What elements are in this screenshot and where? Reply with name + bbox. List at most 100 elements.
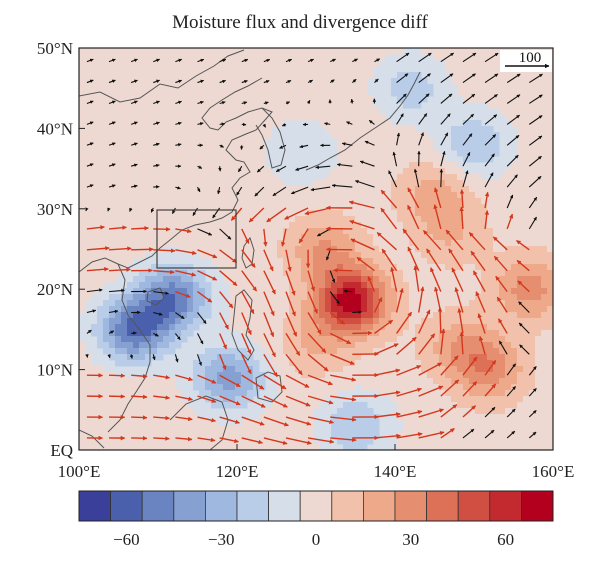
- field-cell: [205, 96, 212, 103]
- field-cell: [139, 342, 146, 349]
- field-cell: [397, 246, 404, 253]
- field-cell: [295, 234, 302, 241]
- field-cell: [163, 84, 170, 91]
- field-cell: [301, 348, 308, 355]
- field-cell: [181, 78, 188, 85]
- field-cell: [307, 372, 314, 379]
- field-cell: [301, 276, 308, 283]
- field-cell: [271, 324, 278, 331]
- field-cell: [157, 330, 164, 337]
- field-cell: [133, 198, 140, 205]
- field-cell: [205, 216, 212, 223]
- flux-vector: [341, 142, 353, 146]
- flux-vector: [236, 186, 243, 196]
- field-cell: [253, 72, 260, 79]
- field-cell: [115, 402, 122, 409]
- field-cell: [91, 264, 98, 271]
- field-cell: [541, 186, 548, 193]
- field-cell: [109, 108, 116, 115]
- field-cell: [175, 234, 182, 241]
- field-cell: [331, 306, 338, 313]
- field-cell: [247, 372, 254, 379]
- field-cell: [241, 150, 248, 157]
- field-cell: [343, 420, 350, 427]
- field-cell: [133, 306, 140, 313]
- field-cell: [103, 330, 110, 337]
- field-cell: [505, 228, 512, 235]
- field-cell: [337, 438, 344, 445]
- field-cell: [361, 72, 368, 79]
- field-cell: [547, 168, 553, 175]
- field-cell: [277, 318, 284, 325]
- field-cell: [355, 402, 362, 409]
- field-cell: [337, 288, 344, 295]
- flux-vector: [131, 331, 137, 335]
- field-cell: [85, 408, 92, 415]
- field-cell: [367, 312, 374, 319]
- field-cell: [517, 264, 524, 271]
- field-cell: [535, 102, 542, 109]
- field-cell: [535, 84, 542, 91]
- field-cell: [379, 156, 386, 163]
- field-cell: [187, 84, 194, 91]
- field-cell: [313, 294, 320, 301]
- field-cell: [151, 330, 158, 337]
- field-cell: [307, 186, 314, 193]
- flux-vector: [459, 206, 464, 229]
- field-cell: [475, 366, 482, 373]
- field-cell: [163, 186, 170, 193]
- field-cell: [499, 96, 506, 103]
- field-cell: [337, 66, 344, 73]
- field-cell: [379, 192, 386, 199]
- field-cell: [379, 360, 386, 367]
- field-cell: [307, 66, 314, 73]
- field-cell: [457, 414, 464, 421]
- field-cell: [421, 282, 428, 289]
- field-cell: [451, 342, 458, 349]
- field-cell: [451, 66, 458, 73]
- field-cell: [193, 240, 200, 247]
- field-cell: [193, 282, 200, 289]
- field-cell: [241, 192, 248, 199]
- field-cell: [451, 324, 458, 331]
- field-cell: [289, 192, 296, 199]
- field-cell: [349, 264, 356, 271]
- field-cell: [361, 120, 368, 127]
- field-cell: [121, 108, 128, 115]
- field-cell: [349, 114, 356, 121]
- field-cell: [529, 222, 536, 229]
- field-cell: [361, 258, 368, 265]
- field-cell: [127, 384, 134, 391]
- field-cell: [463, 180, 470, 187]
- field-cell: [151, 426, 158, 433]
- field-cell: [79, 66, 86, 73]
- field-cell: [247, 144, 254, 151]
- field-cell: [427, 90, 434, 97]
- field-cell: [517, 198, 524, 205]
- field-cell: [415, 372, 422, 379]
- field-cell: [403, 252, 410, 259]
- field-cell: [295, 318, 302, 325]
- field-cell: [397, 204, 404, 211]
- field-cell: [313, 210, 320, 217]
- field-cell: [433, 294, 440, 301]
- field-cell: [409, 240, 416, 247]
- field-cell: [115, 240, 122, 247]
- field-cell: [529, 438, 536, 445]
- field-cell: [355, 408, 362, 415]
- field-cell: [463, 264, 470, 271]
- flux-vector: [418, 362, 443, 376]
- field-cell: [523, 312, 530, 319]
- field-cell: [421, 132, 428, 139]
- field-cell: [433, 162, 440, 169]
- field-cell: [217, 402, 224, 409]
- field-cell: [187, 270, 194, 277]
- field-cell: [133, 420, 140, 427]
- flux-vector: [528, 431, 537, 439]
- flux-vector: [108, 373, 126, 378]
- field-cell: [121, 192, 128, 199]
- field-cell: [511, 342, 518, 349]
- field-cell: [307, 108, 314, 115]
- field-cell: [451, 318, 458, 325]
- field-cell: [127, 186, 134, 193]
